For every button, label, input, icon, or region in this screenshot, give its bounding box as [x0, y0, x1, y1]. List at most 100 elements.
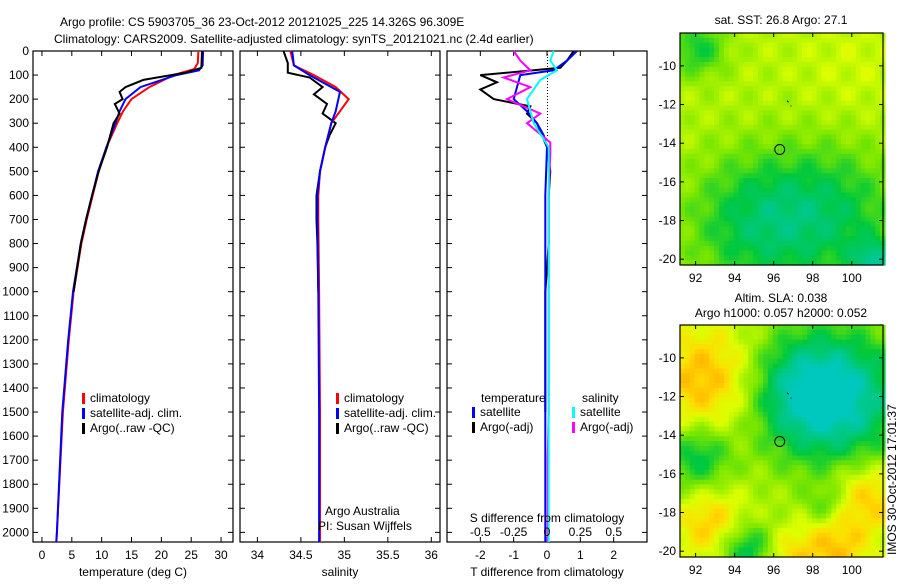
heatmap-cell	[850, 149, 857, 155]
heatmap-cell	[748, 144, 754, 150]
heatmap-cell	[772, 450, 779, 457]
float-track	[786, 392, 792, 399]
heatmap-cell	[694, 202, 701, 208]
heatmap-cell	[733, 499, 740, 505]
heatmap-cell	[836, 134, 842, 140]
heatmap-cell	[714, 57, 720, 63]
heatmap-cell	[723, 149, 730, 155]
heatmap-cell	[719, 52, 725, 58]
heatmap-cell	[699, 37, 705, 44]
heatmap-cell	[875, 407, 881, 413]
heatmap-cell	[782, 455, 788, 461]
heatmap-cell	[743, 358, 749, 365]
heatmap-cell	[816, 402, 823, 408]
heatmap-cell	[763, 537, 769, 544]
heatmap-cell	[772, 325, 779, 331]
heatmap-cell	[748, 387, 754, 394]
heatmap-cell	[709, 52, 715, 58]
heatmap-cell	[714, 139, 720, 145]
heatmap-cell	[767, 431, 774, 437]
heatmap-cell	[777, 479, 784, 486]
heatmap-cell	[709, 547, 715, 553]
heatmap-cell	[763, 139, 769, 145]
heatmap-cell	[733, 86, 740, 92]
heatmap-cell	[845, 178, 852, 184]
heatmap-cell	[845, 202, 852, 208]
heatmap-cell	[836, 503, 842, 510]
heatmap-cell	[797, 33, 803, 39]
heatmap-cell	[811, 552, 818, 558]
heatmap-cell	[826, 349, 832, 355]
heatmap-cell	[777, 373, 784, 379]
heatmap-cell	[758, 397, 764, 403]
heatmap-cell	[826, 547, 832, 553]
heatmap-cell	[723, 120, 730, 126]
heatmap-cell	[850, 474, 857, 481]
heatmap-cell	[709, 503, 715, 510]
heatmap-cell	[777, 465, 784, 471]
heatmap-cell	[870, 95, 876, 102]
heatmap-cell	[831, 378, 837, 384]
heatmap-cell	[714, 441, 720, 447]
heatmap-cell	[719, 383, 725, 389]
heatmap-cell	[860, 81, 867, 87]
heatmap-cell	[797, 197, 803, 203]
heatmap-cell	[694, 426, 701, 432]
heatmap-cell	[850, 37, 857, 44]
heatmap-cell	[684, 129, 691, 136]
heatmap-cell	[753, 421, 759, 428]
heatmap-cell	[743, 124, 749, 131]
heatmap-cell	[841, 387, 847, 394]
heatmap-cell	[850, 537, 857, 544]
heatmap-cell	[802, 202, 808, 208]
heatmap-cell	[719, 503, 725, 510]
heatmap-cell	[811, 460, 818, 466]
heatmap-cell	[782, 124, 788, 131]
heatmap-cell	[723, 71, 730, 78]
heatmap-cell	[699, 426, 705, 432]
heatmap-cell	[680, 71, 686, 78]
heatmap-cell	[811, 95, 818, 102]
heatmap-cell	[684, 149, 691, 155]
heatmap-cell	[811, 470, 818, 476]
heatmap-cell	[821, 344, 827, 350]
heatmap-cell	[719, 373, 725, 379]
heatmap-cell	[831, 260, 837, 266]
heatmap-cell	[855, 354, 862, 360]
heatmap-cell	[719, 124, 725, 131]
heatmap-cell	[850, 120, 857, 126]
heatmap-cell	[860, 397, 867, 403]
heatmap-cell	[680, 532, 686, 539]
heatmap-cell	[684, 484, 691, 490]
lat-tick-label: -12	[659, 98, 677, 112]
heatmap-cell	[836, 197, 842, 203]
heatmap-cell	[797, 518, 803, 524]
heatmap-cell	[709, 518, 715, 524]
heatmap-cell	[719, 407, 725, 413]
heatmap-cell	[772, 182, 779, 189]
heatmap-cell	[777, 436, 784, 442]
heatmap-cell	[777, 358, 784, 365]
heatmap-cell	[811, 110, 818, 116]
difference-panel: -2 -1 0 1 2T difference from climatology-0.5…	[446, 50, 648, 579]
heatmap-cell	[787, 416, 793, 423]
heatmap-cell	[694, 124, 701, 131]
heatmap-cell	[797, 105, 803, 111]
heatmap-cell	[855, 528, 862, 534]
heatmap-cell	[767, 523, 774, 529]
heatmap-cell	[870, 149, 876, 155]
heatmap-cell	[699, 470, 705, 476]
heatmap-cell	[767, 158, 774, 165]
heatmap-cell	[772, 407, 779, 413]
heatmap-cell	[763, 33, 769, 39]
heatmap-cell	[699, 100, 705, 107]
heatmap-cell	[728, 528, 735, 534]
heatmap-cell	[758, 508, 764, 515]
heatmap-cell	[826, 494, 832, 500]
heatmap-cell	[845, 445, 852, 452]
heatmap-cell	[875, 192, 881, 198]
heatmap-cell	[806, 153, 813, 160]
legend-label: climatology	[90, 391, 150, 405]
heatmap-cell	[841, 139, 847, 145]
heatmap-cell	[777, 207, 784, 213]
